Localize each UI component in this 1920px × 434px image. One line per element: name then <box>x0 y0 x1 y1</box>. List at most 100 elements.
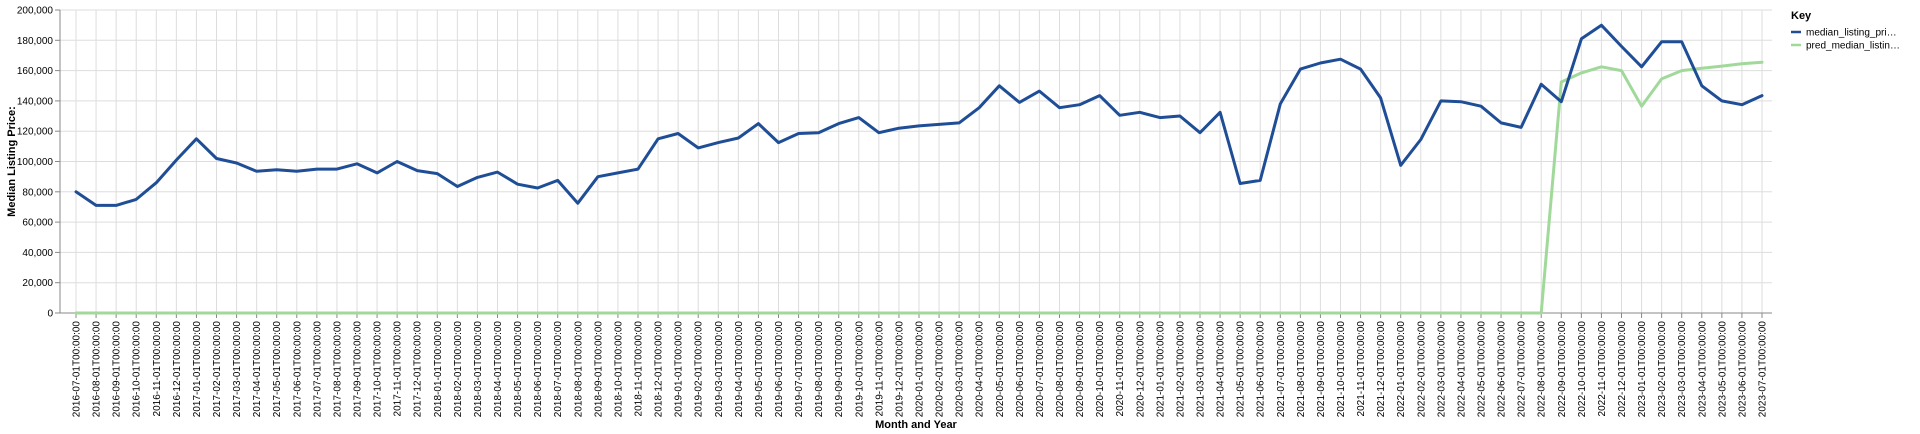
x-tick-label: 2017-10-01T00:00:00 <box>373 321 384 418</box>
x-tick-label: 2018-12-01T00:00:00 <box>654 321 665 418</box>
x-axis-title: Month and Year <box>875 419 957 431</box>
x-tick-label: 2021-12-01T00:00:00 <box>1376 321 1387 418</box>
x-tick-label: 2020-06-01T00:00:00 <box>1015 321 1026 418</box>
x-tick-label: 2017-03-01T00:00:00 <box>232 321 243 418</box>
x-tick-label: 2018-05-01T00:00:00 <box>513 321 524 418</box>
series-lines <box>74 23 1764 315</box>
x-tick-label: 2023-06-01T00:00:00 <box>1737 321 1748 418</box>
x-tick-label: 2016-10-01T00:00:00 <box>132 321 143 418</box>
x-tick-label: 2020-08-01T00:00:00 <box>1055 321 1066 418</box>
x-tick-label: 2018-02-01T00:00:00 <box>453 321 464 418</box>
x-tick-label: 2021-09-01T00:00:00 <box>1316 321 1327 418</box>
x-tick-label: 2021-08-01T00:00:00 <box>1296 321 1307 418</box>
x-tick-label: 2022-06-01T00:00:00 <box>1497 321 1508 418</box>
y-tick-label: 160,000 <box>17 66 54 77</box>
y-tick-label: 40,000 <box>22 248 53 259</box>
x-tick-label: 2019-03-01T00:00:00 <box>714 321 725 418</box>
x-tick-label: 2021-11-01T00:00:00 <box>1356 321 1367 417</box>
x-tick-label: 2019-09-01T00:00:00 <box>834 321 845 418</box>
x-tick-label: 2021-07-01T00:00:00 <box>1276 321 1287 418</box>
x-tick-label: 2022-03-01T00:00:00 <box>1436 321 1447 418</box>
x-tick-label: 2017-11-01T00:00:00 <box>393 321 404 417</box>
x-tick-label: 2018-06-01T00:00:00 <box>533 321 544 418</box>
x-tick-label: 2017-09-01T00:00:00 <box>353 321 364 418</box>
x-tick-label: 2020-12-01T00:00:00 <box>1135 321 1146 418</box>
y-tick-label: 0 <box>47 309 53 320</box>
x-tick-label: 2017-08-01T00:00:00 <box>332 321 343 418</box>
x-tick-label: 2022-04-01T00:00:00 <box>1456 321 1467 418</box>
x-tick-label: 2021-06-01T00:00:00 <box>1256 321 1267 418</box>
x-tick-label: 2018-04-01T00:00:00 <box>493 321 504 418</box>
x-tick-label: 2020-09-01T00:00:00 <box>1075 321 1086 418</box>
x-tick-label: 2018-11-01T00:00:00 <box>634 321 645 417</box>
x-tick-label: 2023-04-01T00:00:00 <box>1697 321 1708 418</box>
x-tick-label: 2016-12-01T00:00:00 <box>172 321 183 418</box>
x-tick-label: 2018-10-01T00:00:00 <box>613 321 624 418</box>
legend-title: Key <box>1791 10 1812 22</box>
x-tick-label: 2023-07-01T00:00:00 <box>1758 321 1769 418</box>
y-tick-label: 200,000 <box>17 6 54 17</box>
x-tick-label: 2017-06-01T00:00:00 <box>292 321 303 418</box>
x-tick-label: 2016-08-01T00:00:00 <box>92 321 103 418</box>
x-tick-label: 2021-05-01T00:00:00 <box>1236 321 1247 418</box>
x-tick-label: 2021-01-01T00:00:00 <box>1155 321 1166 418</box>
legend: Key median_listing_pri… pred_median_listi… <box>1791 10 1900 52</box>
x-tick-label: 2021-02-01T00:00:00 <box>1175 321 1186 418</box>
y-tick-label: 80,000 <box>22 187 53 198</box>
x-tick-label: 2020-11-01T00:00:00 <box>1115 321 1126 417</box>
x-tick-label: 2022-01-01T00:00:00 <box>1396 321 1407 418</box>
x-tick-label: 2023-01-01T00:00:00 <box>1637 321 1648 418</box>
axes: 0 20,000 40,000 60,000 80,000 100,000 120,000 1… <box>17 6 1772 418</box>
x-tick-label: 2020-04-01T00:00:00 <box>975 321 986 418</box>
x-tick-label: 2019-06-01T00:00:00 <box>774 321 785 418</box>
x-tick-label: 2017-12-01T00:00:00 <box>413 321 424 418</box>
x-tick-label: 2023-02-01T00:00:00 <box>1657 321 1668 418</box>
grid-lines <box>60 9 1772 314</box>
y-tick-label: 20,000 <box>22 278 53 289</box>
x-tick-label: 2022-02-01T00:00:00 <box>1416 321 1427 418</box>
x-tick-label: 2022-08-01T00:00:00 <box>1537 321 1548 418</box>
x-tick-label: 2018-08-01T00:00:00 <box>573 321 584 418</box>
x-tick-label: 2021-03-01T00:00:00 <box>1196 321 1207 418</box>
x-tick-label: 2019-08-01T00:00:00 <box>814 321 825 418</box>
x-tick-label: 2016-07-01T00:00:00 <box>72 321 83 418</box>
x-tick-label: 2017-02-01T00:00:00 <box>212 321 223 418</box>
x-tick-label: 2019-02-01T00:00:00 <box>694 321 705 418</box>
x-tick-label: 2020-07-01T00:00:00 <box>1035 321 1046 418</box>
series-line-1 <box>74 23 1764 207</box>
x-tick-label: 2019-12-01T00:00:00 <box>894 321 905 418</box>
x-tick-label: 2018-09-01T00:00:00 <box>593 321 604 418</box>
x-tick-label: 2023-03-01T00:00:00 <box>1677 321 1688 418</box>
x-tick-label: 2017-04-01T00:00:00 <box>252 321 263 418</box>
y-tick-label: 180,000 <box>17 36 54 47</box>
y-tick-label: 120,000 <box>17 127 54 138</box>
y-tick-label: 100,000 <box>17 157 54 168</box>
x-tick-label: 2017-05-01T00:00:00 <box>272 321 283 418</box>
x-tick-label: 2020-02-01T00:00:00 <box>935 321 946 418</box>
x-tick-label: 2019-01-01T00:00:00 <box>674 321 685 418</box>
x-tick-label: 2016-09-01T00:00:00 <box>112 321 123 418</box>
x-tick-label: 2019-11-01T00:00:00 <box>874 321 885 417</box>
x-tick-label: 2018-07-01T00:00:00 <box>553 321 564 418</box>
x-tick-label: 2020-10-01T00:00:00 <box>1095 321 1106 418</box>
legend-label: median_listing_pri… <box>1806 28 1897 39</box>
x-tick-label: 2022-05-01T00:00:00 <box>1477 321 1488 418</box>
x-tick-label: 2020-05-01T00:00:00 <box>995 321 1006 418</box>
x-tick-label: 2017-07-01T00:00:00 <box>312 321 323 418</box>
legend-label: pred_median_listin… <box>1806 41 1900 52</box>
y-tick-label: 140,000 <box>17 96 54 107</box>
x-tick-label: 2022-10-01T00:00:00 <box>1577 321 1588 418</box>
y-tick-label: 60,000 <box>22 218 53 229</box>
y-axis-title: Median Listing Price: <box>6 106 18 217</box>
x-tick-label: 2018-01-01T00:00:00 <box>433 321 444 418</box>
x-tick-label: 2018-03-01T00:00:00 <box>473 321 484 418</box>
x-tick-label: 2020-01-01T00:00:00 <box>915 321 926 418</box>
x-tick-label: 2020-03-01T00:00:00 <box>955 321 966 418</box>
x-tick-label: 2017-01-01T00:00:00 <box>192 321 203 418</box>
x-tick-label: 2022-12-01T00:00:00 <box>1617 321 1628 418</box>
x-tick-label: 2021-10-01T00:00:00 <box>1336 321 1347 418</box>
series-line-2 <box>74 60 1764 315</box>
x-tick-label: 2022-07-01T00:00:00 <box>1517 321 1528 418</box>
x-tick-label: 2019-04-01T00:00:00 <box>734 321 745 418</box>
